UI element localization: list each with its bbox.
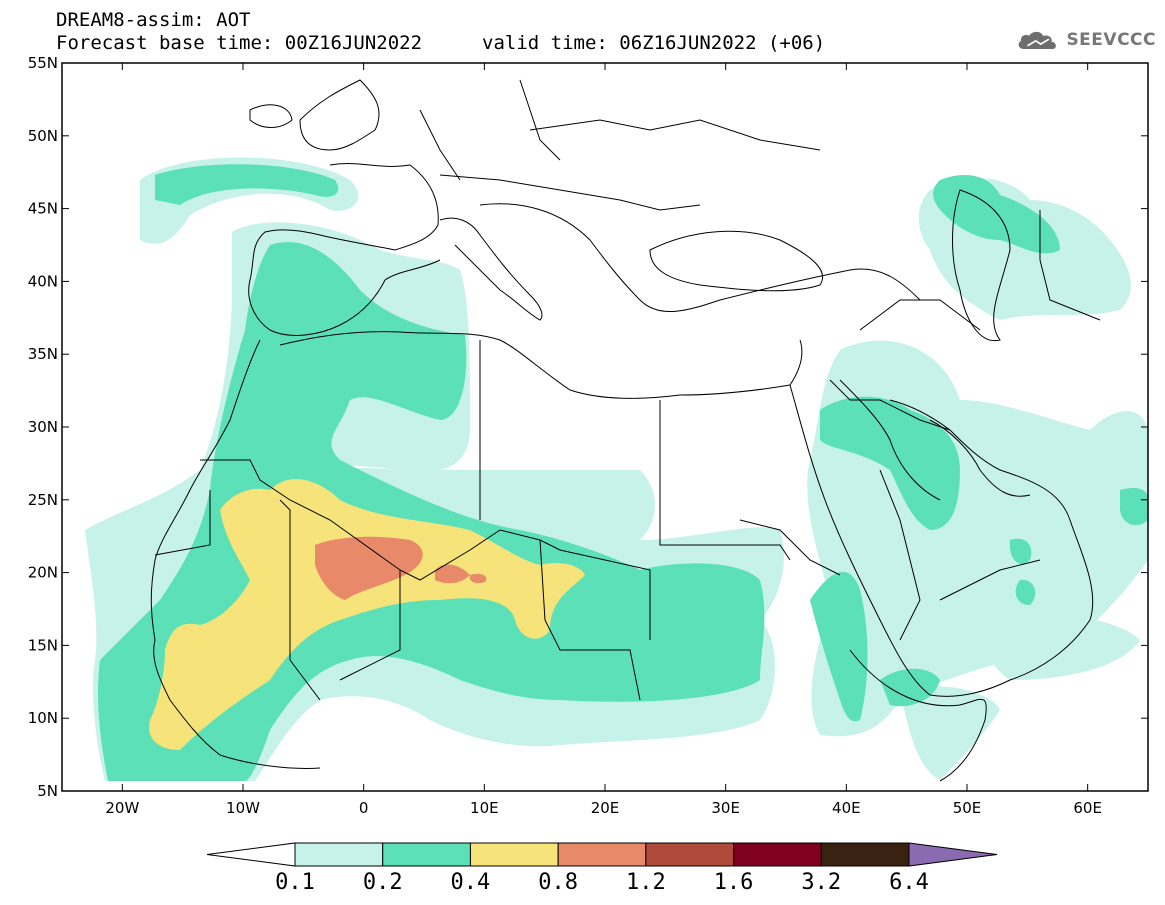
cloud-icon [1018, 31, 1056, 50]
lon-label: 60E [1073, 799, 1102, 817]
colorbar-swatch [645, 842, 735, 867]
colorbar-label: 0.2 [362, 870, 403, 895]
latitude-axis: 55N 50N 45N 40N 35N 30N 25N 20N 15N 10N 5N [28, 54, 1148, 800]
lat-label: 45N [28, 200, 58, 218]
lon-label: 20E [591, 799, 620, 817]
lat-label: 20N [28, 564, 58, 582]
colorbar-label: 0.4 [450, 870, 491, 895]
colorbar-label: 6.4 [889, 870, 929, 895]
colorbar-swatch [294, 842, 384, 867]
forecast-base-time: Forecast base time: 00Z16JUN2022 [56, 32, 423, 54]
valid-time: valid time: 06Z16JUN2022 (+06) [482, 32, 826, 54]
colorbar [206, 842, 998, 867]
lon-label: 0 [359, 799, 369, 817]
lon-label: 10E [470, 799, 499, 817]
colorbar-label: 3.2 [801, 870, 842, 895]
colorbar-swatch [382, 842, 471, 867]
lat-label: 55N [28, 54, 58, 72]
chart-title: DREAM8-assim: AOT [56, 9, 251, 31]
aot-band-0.4 [149, 479, 585, 750]
colorbar-low-triangle [206, 842, 296, 867]
colorbar-label: 1.6 [713, 870, 754, 895]
colorbar-label: 0.1 [275, 870, 315, 895]
lat-label: 50N [28, 127, 58, 145]
lon-label: 20W [105, 799, 139, 817]
lat-label: 35N [28, 345, 58, 363]
colorbar-swatch [733, 842, 822, 867]
coastlines [150, 79, 1101, 782]
lat-label: 10N [28, 709, 58, 727]
colorbar-label: 0.8 [538, 870, 579, 895]
colorbar-swatch [557, 842, 647, 867]
aot-band-0.8 [315, 536, 487, 600]
lat-label: 30N [28, 418, 58, 436]
seevccc-logo: SEEVCCC [1016, 24, 1156, 56]
lat-label: 40N [28, 272, 58, 290]
lon-label: 50E [953, 799, 982, 817]
colorbar-high-triangle [908, 842, 998, 867]
longitude-axis: 20W 10W 0 10E 20E 30E 40E 50E 60E [105, 63, 1102, 817]
lat-label: 15N [28, 636, 58, 654]
lon-label: 10W [226, 799, 260, 817]
lon-label: 30E [711, 799, 740, 817]
lon-label: 40E [832, 799, 861, 817]
lat-label: 25N [28, 491, 58, 509]
lat-label: 5N [37, 782, 58, 800]
colorbar-label: 1.2 [625, 870, 666, 895]
colorbar-swatch [469, 842, 559, 867]
aot-shading [85, 157, 1148, 781]
colorbar-swatch [820, 842, 910, 867]
logo-text: SEEVCCC [1066, 30, 1156, 50]
